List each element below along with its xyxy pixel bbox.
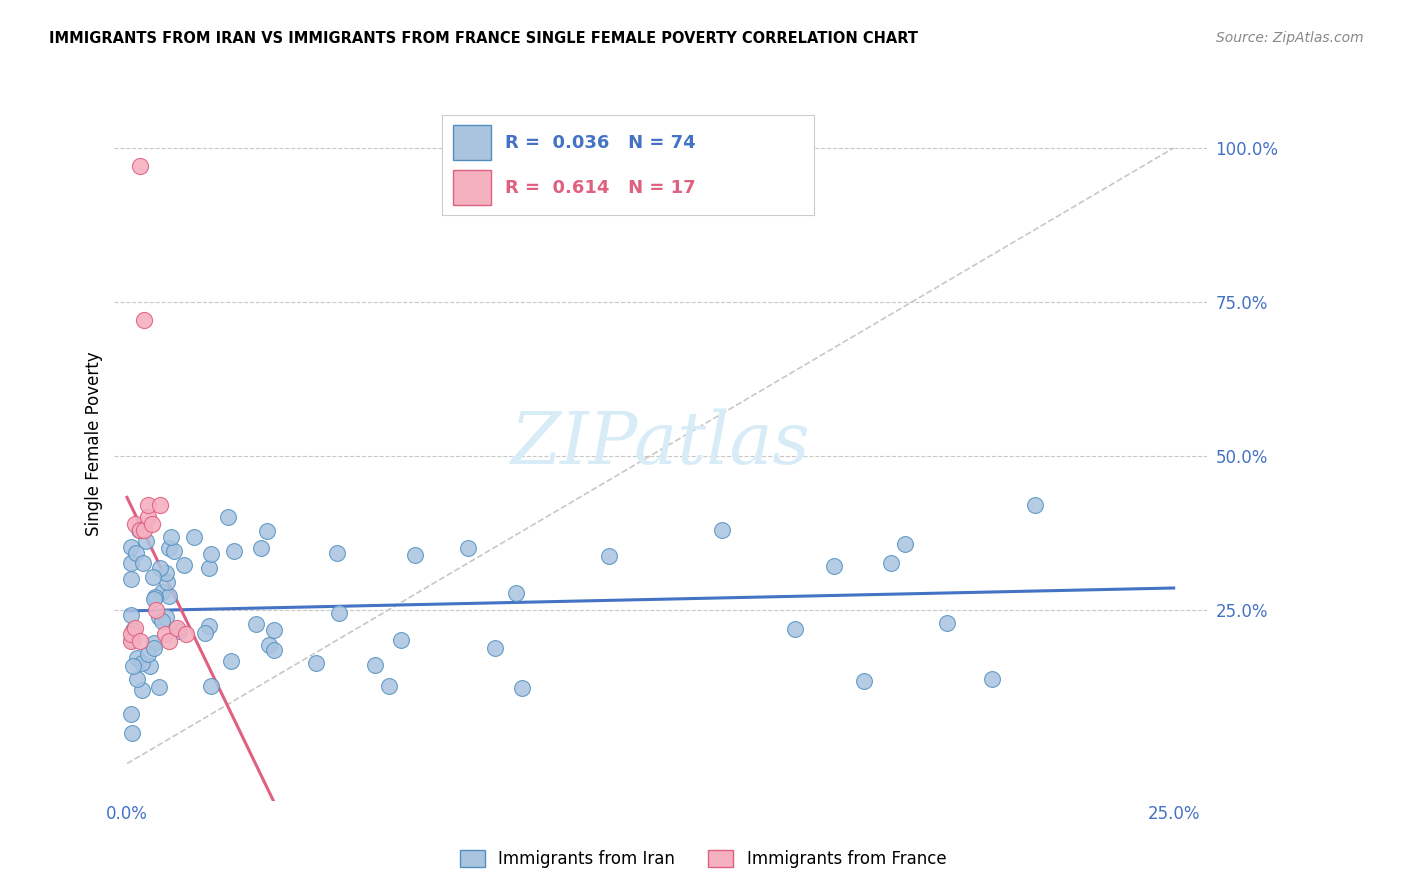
Point [128, 523, 150, 537]
Point [124, 516, 146, 531]
Point [120, 572, 142, 586]
Point [125, 651, 148, 665]
Point [121, 658, 143, 673]
Point [823, 558, 845, 573]
Point [132, 313, 155, 327]
Point [222, 544, 245, 558]
Point [853, 674, 876, 689]
Point [159, 589, 181, 603]
Point [136, 498, 159, 512]
Point [128, 524, 150, 538]
Point [173, 558, 195, 572]
Point [128, 160, 150, 174]
Point [404, 549, 426, 563]
Point [263, 642, 285, 657]
Point [138, 659, 160, 673]
Point [505, 586, 527, 600]
Point [120, 633, 142, 648]
Point [389, 632, 412, 647]
Point [305, 657, 328, 671]
Point [880, 557, 903, 571]
Point [135, 533, 157, 548]
Point [328, 606, 350, 620]
Point [142, 570, 165, 584]
Point [155, 609, 177, 624]
Point [128, 633, 150, 648]
Point [131, 682, 153, 697]
Point [153, 627, 176, 641]
Legend: Immigrants from Iran, Immigrants from France: Immigrants from Iran, Immigrants from Fr… [453, 843, 953, 875]
Point [120, 540, 142, 554]
Point [121, 726, 143, 740]
Point [149, 498, 172, 512]
Point [200, 679, 222, 693]
Point [136, 510, 159, 524]
Point [120, 707, 142, 722]
Point [711, 523, 734, 537]
Y-axis label: Single Female Poverty: Single Female Poverty [86, 351, 103, 536]
Text: ZIPatlas: ZIPatlas [510, 409, 811, 479]
Point [156, 575, 179, 590]
Point [217, 510, 239, 524]
Point [783, 622, 806, 636]
Point [142, 636, 165, 650]
Point [981, 673, 1004, 687]
Point [132, 556, 155, 570]
Point [125, 672, 148, 686]
Point [256, 524, 278, 539]
Point [121, 632, 143, 647]
Point [132, 523, 155, 537]
Point [263, 623, 285, 637]
Point [155, 566, 177, 580]
Point [142, 640, 165, 655]
Text: IMMIGRANTS FROM IRAN VS IMMIGRANTS FROM FRANCE SINGLE FEMALE POVERTY CORRELATION: IMMIGRANTS FROM IRAN VS IMMIGRANTS FROM … [49, 31, 918, 46]
Text: Source: ZipAtlas.com: Source: ZipAtlas.com [1216, 31, 1364, 45]
Point [377, 679, 399, 693]
Point [136, 647, 159, 661]
Point [150, 614, 173, 628]
Point [120, 607, 142, 622]
Point [120, 627, 142, 641]
Point [257, 638, 280, 652]
Point [250, 541, 273, 556]
Point [159, 530, 181, 544]
Point [148, 680, 170, 694]
Point [183, 530, 205, 544]
Point [141, 516, 163, 531]
Point [364, 657, 387, 672]
Point [120, 556, 142, 570]
Point [457, 541, 479, 556]
Point [157, 633, 180, 648]
Point [484, 640, 506, 655]
Point [131, 656, 153, 670]
Point [198, 561, 221, 575]
Point [125, 546, 148, 560]
Point [149, 561, 172, 575]
Point [124, 621, 146, 635]
Point [142, 591, 165, 606]
Point [598, 549, 620, 564]
Point [221, 654, 243, 668]
Point [197, 618, 219, 632]
Point [510, 681, 533, 695]
Point [200, 547, 222, 561]
Point [174, 627, 197, 641]
Point [936, 616, 959, 631]
Point [145, 603, 167, 617]
Point [122, 624, 145, 638]
Point [167, 624, 190, 639]
Point [157, 541, 180, 556]
Point [1024, 498, 1046, 512]
Point [150, 585, 173, 599]
Point [143, 590, 166, 604]
Point [163, 544, 186, 558]
Point [194, 625, 217, 640]
Point [148, 610, 170, 624]
Point [893, 537, 915, 551]
Point [326, 546, 349, 560]
Point [166, 621, 188, 635]
Point [245, 617, 267, 632]
